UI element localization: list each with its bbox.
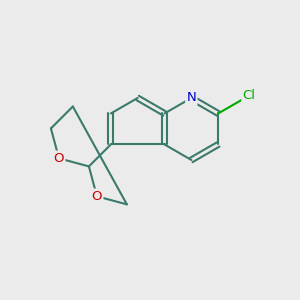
Text: O: O — [92, 190, 102, 203]
Text: N: N — [187, 92, 196, 104]
Text: Cl: Cl — [243, 89, 256, 102]
Text: O: O — [54, 152, 64, 165]
